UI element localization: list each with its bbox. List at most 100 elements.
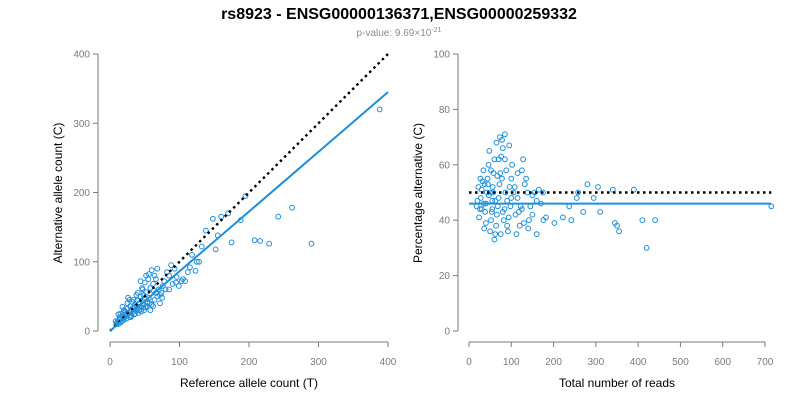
right-data-point bbox=[503, 167, 510, 174]
left-data-point bbox=[151, 296, 158, 303]
right-x-tick-label: 700 bbox=[757, 357, 774, 368]
left-data-point bbox=[212, 246, 219, 253]
right-y-ticks: 0 20 40 60 80 100 bbox=[433, 50, 458, 338]
right-data-point bbox=[502, 131, 508, 138]
right-data-point bbox=[523, 175, 529, 182]
right-data-point bbox=[527, 203, 534, 210]
left-data-point bbox=[134, 290, 141, 296]
left-data-point bbox=[189, 251, 195, 258]
right-data-point bbox=[506, 184, 513, 190]
right-data-point bbox=[494, 203, 501, 210]
right-data-point bbox=[580, 209, 587, 215]
right-data-point bbox=[494, 173, 501, 179]
right-data-point bbox=[495, 156, 502, 163]
right-x-tick-label: 0 bbox=[466, 357, 472, 368]
left-data-point bbox=[140, 292, 147, 298]
right-data-point bbox=[483, 220, 489, 226]
right-data-point bbox=[514, 195, 521, 201]
right-data-point bbox=[529, 211, 536, 218]
right-x-tick-label: 300 bbox=[588, 357, 605, 368]
left-data-point bbox=[153, 276, 159, 283]
right-data-point bbox=[480, 167, 487, 174]
left-plot-area bbox=[109, 53, 389, 332]
right-data-point bbox=[512, 211, 519, 218]
right-data-point bbox=[494, 211, 500, 218]
right-data-point bbox=[481, 225, 488, 232]
right-data-point bbox=[502, 156, 508, 163]
right-data-point bbox=[595, 184, 601, 190]
right-data-point bbox=[492, 231, 499, 238]
left-data-point bbox=[192, 267, 199, 274]
right-panel: 0 20 40 60 80 100 0 100 200 300 400 500 600 700 Tota… bbox=[411, 50, 775, 390]
chart-title: rs8923 - ENSG00000136371,ENSG00000259332 bbox=[221, 6, 577, 23]
left-data-point bbox=[289, 204, 296, 211]
left-data-point bbox=[154, 265, 161, 272]
left-x-tick-label: 0 bbox=[107, 357, 113, 368]
left-y-tick-label: 200 bbox=[73, 188, 90, 199]
left-data-point bbox=[137, 278, 144, 285]
left-data-point bbox=[169, 281, 176, 287]
right-data-point bbox=[631, 186, 637, 193]
right-data-point bbox=[500, 217, 507, 224]
right-y-tick-label: 100 bbox=[433, 50, 450, 61]
right-data-point bbox=[597, 209, 603, 215]
right-y-axis-label: Percentage alternative (C) bbox=[411, 123, 425, 263]
right-data-point bbox=[488, 209, 495, 215]
left-data-point bbox=[162, 286, 169, 293]
right-data-point bbox=[551, 220, 558, 226]
right-data-point bbox=[508, 195, 515, 201]
right-data-point bbox=[493, 222, 500, 229]
left-data-point bbox=[210, 215, 216, 222]
right-data-point bbox=[516, 222, 523, 229]
right-x-tick-label: 400 bbox=[630, 357, 647, 368]
left-data-point bbox=[143, 272, 150, 279]
left-reference-line bbox=[109, 53, 389, 332]
left-data-point bbox=[140, 304, 147, 311]
right-data-point bbox=[477, 195, 484, 201]
left-x-axis-label: Reference allele count (T) bbox=[180, 376, 318, 390]
right-data-point bbox=[499, 145, 506, 152]
right-data-point bbox=[491, 156, 498, 163]
right-data-point bbox=[533, 197, 540, 204]
right-data-point bbox=[486, 148, 493, 154]
left-y-ticks: 0 100 200 300 400 bbox=[73, 50, 98, 338]
right-data-point bbox=[487, 228, 494, 235]
left-data-point bbox=[187, 264, 193, 271]
right-data-point bbox=[492, 197, 499, 204]
right-data-point bbox=[566, 203, 573, 210]
right-data-point bbox=[478, 206, 485, 213]
right-data-point bbox=[533, 231, 540, 238]
right-y-tick-label: 40 bbox=[439, 216, 451, 227]
left-y-tick-label: 400 bbox=[73, 50, 90, 61]
right-x-ticks: 0 100 200 300 400 500 600 700 bbox=[466, 342, 774, 368]
right-y-tick-label: 0 bbox=[444, 327, 450, 338]
left-data-point bbox=[166, 286, 173, 293]
left-data-point bbox=[112, 318, 119, 325]
right-data-point bbox=[489, 184, 496, 190]
right-data-point bbox=[481, 181, 488, 188]
right-data-point bbox=[643, 245, 650, 251]
left-data-point bbox=[150, 303, 157, 310]
left-x-tick-label: 200 bbox=[241, 357, 258, 368]
right-data-point bbox=[540, 189, 546, 196]
right-data-point bbox=[519, 206, 525, 213]
right-data-point bbox=[488, 217, 494, 224]
right-data-point bbox=[506, 142, 513, 149]
left-data-point bbox=[150, 281, 157, 287]
right-plot-area bbox=[469, 131, 775, 251]
left-data-point bbox=[218, 213, 225, 220]
left-data-point bbox=[275, 213, 282, 220]
right-data-point bbox=[502, 189, 509, 196]
right-data-point bbox=[495, 195, 502, 201]
right-data-point bbox=[526, 217, 532, 224]
left-y-tick-label: 0 bbox=[84, 327, 90, 338]
right-data-point bbox=[521, 220, 527, 226]
right-data-point bbox=[477, 175, 484, 182]
right-data-point bbox=[768, 203, 775, 210]
right-data-point bbox=[590, 195, 597, 201]
right-data-point bbox=[639, 217, 646, 224]
left-fit-line bbox=[109, 91, 389, 332]
right-x-tick-label: 500 bbox=[672, 357, 689, 368]
left-x-tick-label: 100 bbox=[171, 357, 188, 368]
